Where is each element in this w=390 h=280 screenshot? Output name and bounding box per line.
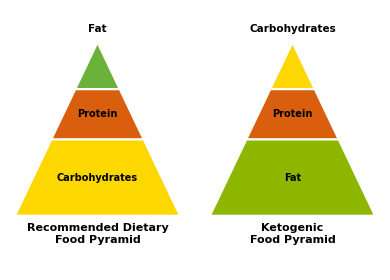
Text: Protein: Protein	[77, 109, 118, 119]
Polygon shape	[210, 139, 375, 216]
Text: Fat: Fat	[88, 24, 107, 34]
Polygon shape	[246, 89, 339, 139]
Polygon shape	[15, 139, 180, 216]
Text: Carbohydrates: Carbohydrates	[249, 24, 336, 34]
Text: Recommended Dietary
Food Pyramid: Recommended Dietary Food Pyramid	[27, 223, 168, 245]
Text: Ketogenic
Food Pyramid: Ketogenic Food Pyramid	[250, 223, 335, 245]
Polygon shape	[270, 42, 315, 89]
Text: Carbohydrates: Carbohydrates	[57, 172, 138, 183]
Polygon shape	[51, 89, 144, 139]
Text: Protein: Protein	[272, 109, 313, 119]
Text: Fat: Fat	[284, 172, 301, 183]
Polygon shape	[75, 42, 120, 89]
